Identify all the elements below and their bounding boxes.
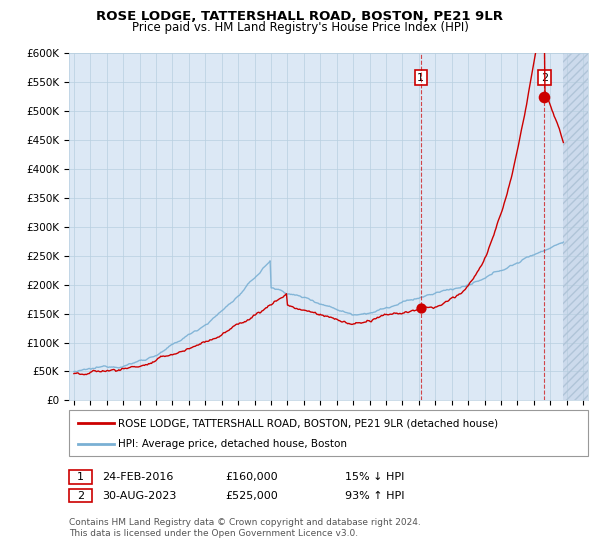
Text: 1: 1 — [418, 72, 424, 82]
Text: 30-AUG-2023: 30-AUG-2023 — [102, 491, 176, 501]
Text: 2: 2 — [541, 72, 548, 82]
Text: HPI: Average price, detached house, Boston: HPI: Average price, detached house, Bost… — [118, 438, 347, 449]
Text: 2: 2 — [77, 491, 84, 501]
Point — [416, 304, 425, 312]
Text: This data is licensed under the Open Government Licence v3.0.: This data is licensed under the Open Gov… — [69, 529, 358, 538]
Text: 15% ↓ HPI: 15% ↓ HPI — [345, 472, 404, 482]
Bar — [563, 53, 599, 400]
Bar — [563, 53, 599, 400]
Text: 93% ↑ HPI: 93% ↑ HPI — [345, 491, 404, 501]
Text: £525,000: £525,000 — [225, 491, 278, 501]
Text: 24-FEB-2016: 24-FEB-2016 — [102, 472, 173, 482]
Point — [539, 92, 549, 101]
Text: ROSE LODGE, TATTERSHALL ROAD, BOSTON, PE21 9LR: ROSE LODGE, TATTERSHALL ROAD, BOSTON, PE… — [97, 10, 503, 23]
Text: Contains HM Land Registry data © Crown copyright and database right 2024.: Contains HM Land Registry data © Crown c… — [69, 518, 421, 527]
Text: ROSE LODGE, TATTERSHALL ROAD, BOSTON, PE21 9LR (detached house): ROSE LODGE, TATTERSHALL ROAD, BOSTON, PE… — [118, 418, 499, 428]
Text: Price paid vs. HM Land Registry's House Price Index (HPI): Price paid vs. HM Land Registry's House … — [131, 21, 469, 34]
Text: £160,000: £160,000 — [225, 472, 278, 482]
Text: 1: 1 — [77, 472, 84, 482]
